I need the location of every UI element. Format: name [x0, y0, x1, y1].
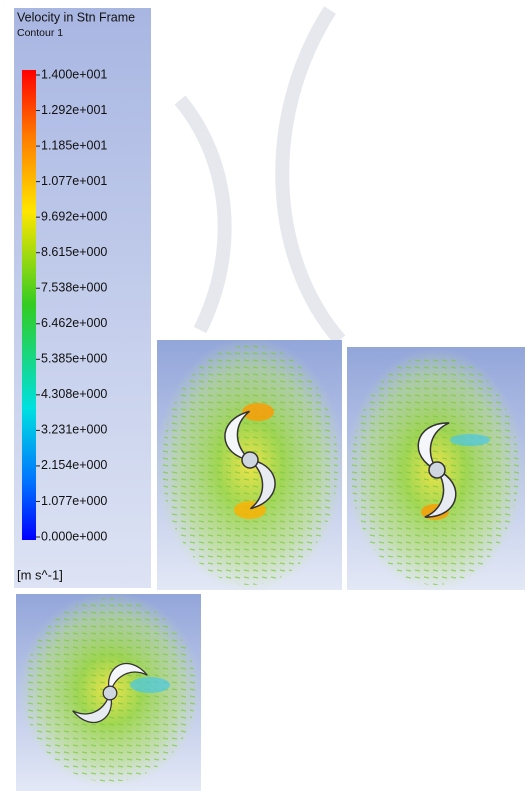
legend-unit: [m s^-1]	[17, 567, 63, 582]
colorbar-tick-label: 1.400e+001	[41, 67, 107, 81]
colorbar-tick-label: 9.692e+000	[41, 209, 107, 223]
contour-panel	[16, 592, 202, 791]
colorbar	[22, 70, 36, 540]
page: Velocity in Stn Frame Contour 1 1.400e+0…	[0, 0, 526, 791]
colorbar-tick-label: 3.231e+000	[41, 423, 107, 437]
colorbar-tick-label: 1.185e+001	[41, 138, 107, 152]
colorbar-tick-label: 0.000e+000	[41, 529, 107, 543]
contour-panel	[155, 337, 345, 593]
watermark	[180, 10, 340, 340]
legend: Velocity in Stn Frame Contour 1 1.400e+0…	[14, 8, 151, 588]
legend-title: Velocity in Stn Frame	[17, 10, 135, 24]
legend-subtitle: Contour 1	[17, 27, 63, 39]
colorbar-tick-label: 6.462e+000	[41, 316, 107, 330]
contour-panel	[345, 347, 525, 592]
colorbar-tick-label: 8.615e+000	[41, 245, 107, 259]
colorbar-tick-label: 5.385e+000	[41, 352, 107, 366]
figure: Velocity in Stn Frame Contour 1 1.400e+0…	[0, 0, 526, 791]
colorbar-tick-label: 2.154e+000	[41, 458, 107, 472]
colorbar-tick-label: 1.077e+001	[41, 174, 107, 188]
colorbar-tick-label: 7.538e+000	[41, 281, 107, 295]
colorbar-tick-label: 1.292e+001	[41, 103, 107, 117]
colorbar-tick-label: 4.308e+000	[41, 387, 107, 401]
colorbar-tick-label: 1.077e+000	[41, 494, 107, 508]
